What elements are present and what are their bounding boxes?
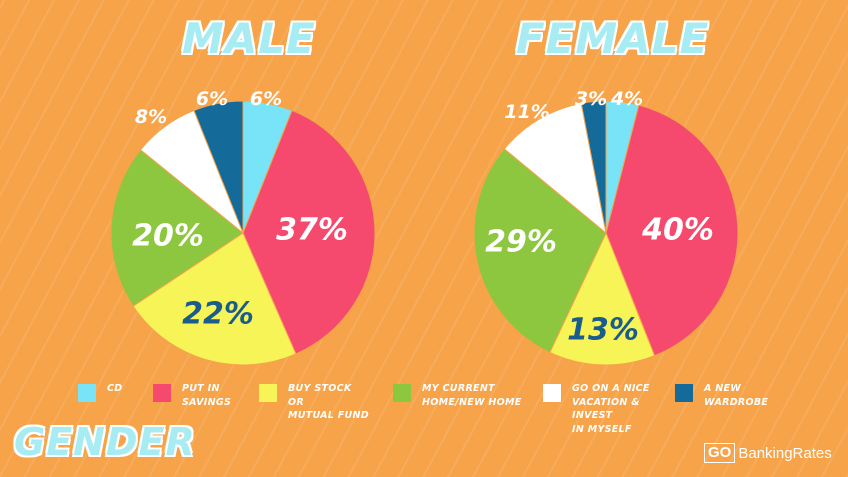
female-label-home: 29%	[485, 225, 557, 260]
legend-label-wardrobe: A NEW WARDROBE	[704, 383, 769, 408]
category-label: GENDER	[14, 420, 196, 464]
legend-swatch-cd	[78, 384, 96, 402]
legend-swatch-stock	[259, 384, 277, 402]
legend-label-cd: CD	[107, 383, 123, 394]
male-label-stock: 22%	[182, 297, 254, 332]
male-label-savings: 37%	[276, 213, 348, 248]
legend-label-stock: BUY STOCK OR MUTUAL FUND	[288, 383, 369, 421]
female-slice-home	[473, 148, 607, 354]
legend-swatch-vacation	[543, 384, 561, 402]
male-label-vacation: 8%	[135, 106, 167, 128]
legend-swatch-home	[393, 384, 411, 402]
female-slice-stock	[549, 231, 656, 366]
legend-swatch-savings	[153, 384, 171, 402]
female-chart-title: FEMALE	[516, 14, 710, 63]
male-slice-wardrobe	[193, 100, 244, 234]
legend-swatch-wardrobe	[675, 384, 693, 402]
female-slice-savings	[605, 104, 739, 357]
male-label-cd: 6%	[250, 88, 282, 110]
brand-logo-go: GO	[704, 443, 736, 463]
male-slice-stock	[132, 232, 297, 366]
female-slice-wardrobe	[580, 100, 607, 234]
male-slice-home	[110, 149, 244, 307]
female-label-cd: 4%	[610, 88, 643, 110]
legend-label-savings: PUT IN SAVINGS	[182, 383, 232, 408]
male-label-wardrobe: 6%	[196, 88, 228, 110]
female-slice-vacation	[503, 102, 607, 235]
female-label-stock: 13%	[567, 313, 639, 348]
male-slice-savings	[242, 109, 376, 355]
female-label-savings: 40%	[641, 213, 714, 248]
female-label-vacation: 11%	[504, 101, 549, 123]
male-label-home: 20%	[132, 219, 204, 254]
legend-label-vacation: GO ON A NICE VACATION & INVEST IN MYSELF	[572, 383, 650, 435]
female-label-wardrobe: 3%	[575, 88, 607, 110]
legend-label-home: MY CURRENT HOME/NEW HOME	[422, 383, 522, 408]
male-chart-title: MALE	[182, 14, 316, 63]
brand-logo: GO BankingRates	[704, 442, 832, 464]
brand-logo-name: BankingRates	[738, 444, 832, 462]
